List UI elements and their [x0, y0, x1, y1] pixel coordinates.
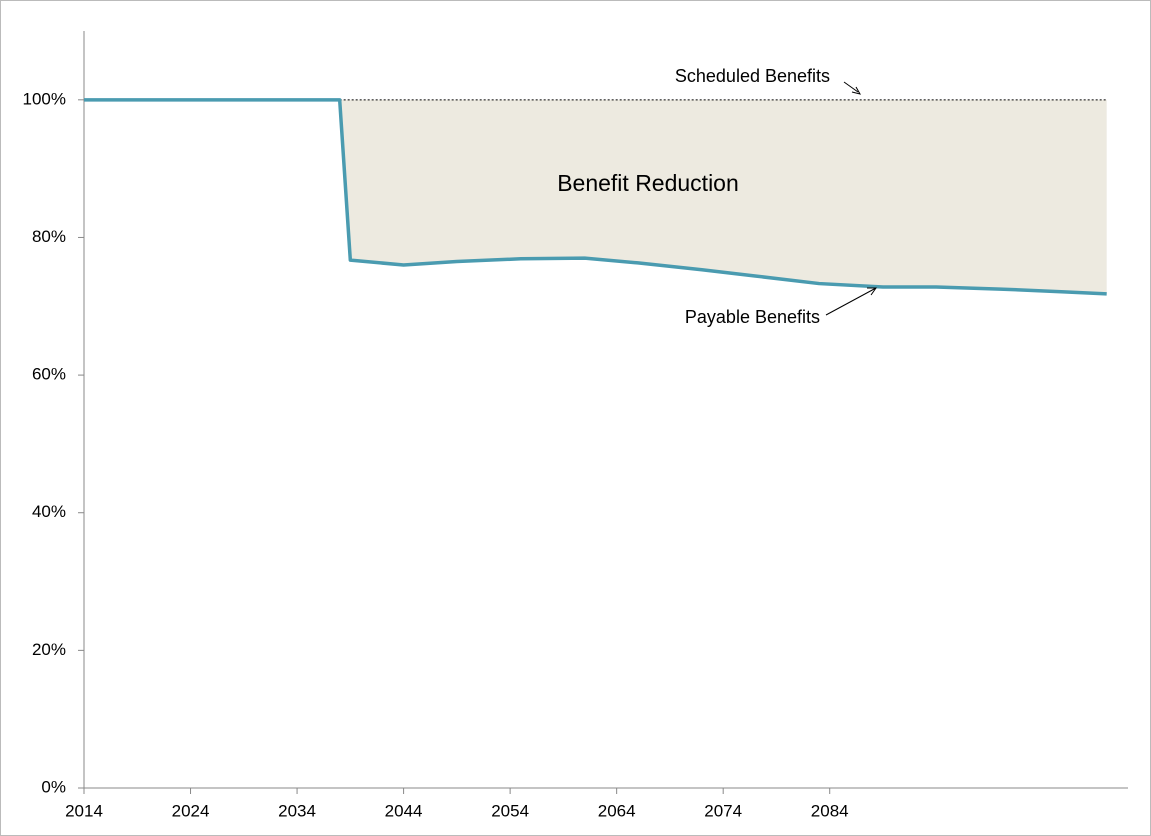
x-tick-label: 2084	[811, 801, 849, 820]
y-tick-label: 60%	[32, 365, 66, 384]
series-line	[84, 98, 1107, 296]
main-layer: 0% 20% 40% 60% 80% 100% 2014 2024 2034 2044 2054 20…	[23, 31, 1128, 820]
x-tick-label: 2054	[491, 801, 529, 820]
x-tick-label: 2024	[172, 801, 210, 820]
annotation-arrow	[843, 81, 859, 93]
y-tick-label: 20%	[32, 640, 66, 659]
series-label: Scheduled Benefits	[675, 66, 830, 86]
y-tick-label: 0%	[41, 777, 66, 796]
y-tick-label: 100%	[23, 89, 66, 108]
x-tick-label: 2064	[598, 801, 636, 820]
x-tick-label: 2044	[385, 801, 423, 820]
series-label: Payable Benefits	[685, 307, 820, 327]
y-tick-label: 40%	[32, 502, 66, 521]
y-tick-label: 80%	[32, 227, 66, 246]
fill-layer	[339, 99, 1107, 294]
annotation-arrowhead	[851, 86, 862, 95]
annotation-arrowhead	[867, 287, 877, 296]
x-tick-label: 2074	[704, 801, 742, 820]
reduction-area	[339, 99, 1107, 294]
x-tick-label: 2014	[65, 801, 103, 820]
annotation: Benefit Reduction	[557, 170, 739, 196]
annotation-arrow	[825, 287, 877, 316]
x-tick-label: 2034	[278, 801, 316, 820]
